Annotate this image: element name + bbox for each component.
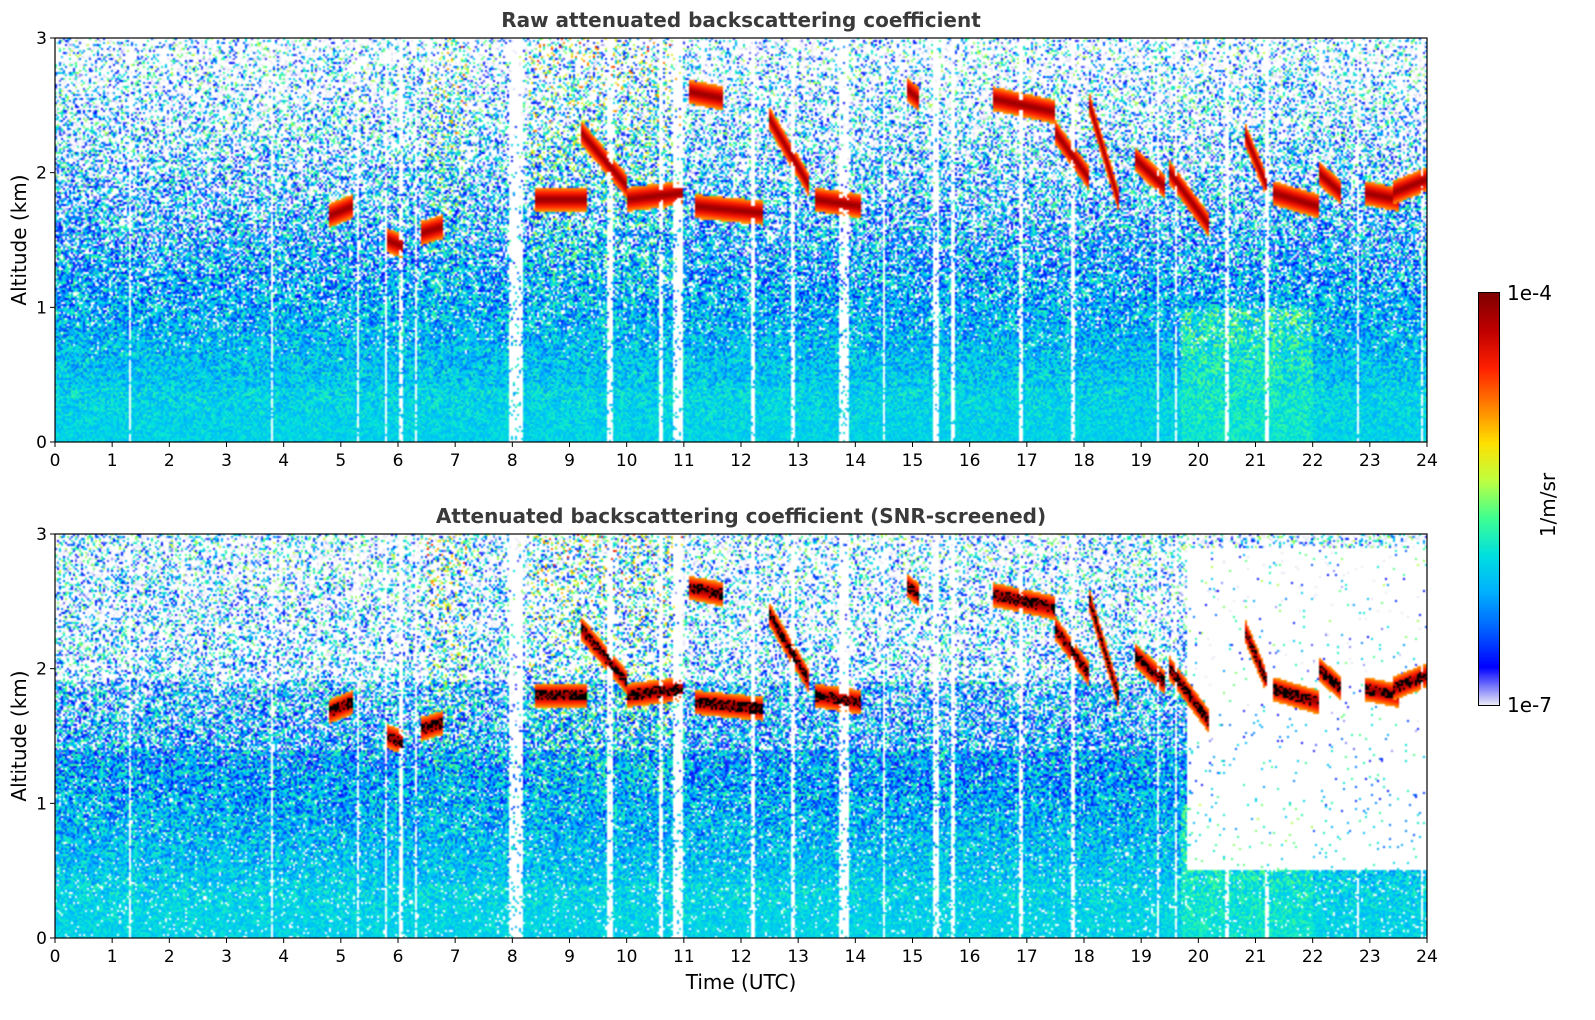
x-tick-label: 3 (221, 947, 232, 967)
y-tick-label: 3 (36, 29, 47, 49)
x-tick-label: 4 (278, 451, 289, 471)
colorbar-max-label: 1e-4 (1507, 281, 1552, 305)
x-tick-label: 9 (564, 947, 575, 967)
x-tick-label: 6 (393, 451, 404, 471)
x-tick-label: 19 (1130, 451, 1152, 471)
x-tick-label: 10 (616, 451, 638, 471)
x-axis-label: Time (UTC) (685, 970, 797, 994)
x-tick-label: 1 (107, 451, 118, 471)
y-tick-label: 1 (36, 794, 47, 814)
x-tick-label: 14 (845, 947, 867, 967)
x-tick-label: 18 (1073, 947, 1095, 967)
x-tick-label: 17 (1016, 451, 1038, 471)
x-tick-label: 1 (107, 947, 118, 967)
chart-title-screened: Attenuated backscattering coefficient (S… (435, 504, 1047, 528)
x-tick-label: 0 (50, 947, 61, 967)
x-tick-label: 24 (1416, 947, 1438, 967)
x-tick-label: 13 (787, 947, 809, 967)
x-tick-label: 4 (278, 947, 289, 967)
x-tick-label: 0 (50, 451, 61, 471)
y-tick-label: 3 (36, 525, 47, 545)
chart-title-raw: Raw attenuated backscattering coefficien… (501, 8, 981, 32)
y-tick-label: 0 (36, 929, 47, 949)
y-tick-label: 2 (36, 660, 47, 680)
x-tick-label: 15 (902, 451, 924, 471)
x-tick-label: 9 (564, 451, 575, 471)
x-tick-label: 2 (164, 947, 175, 967)
x-tick-label: 16 (959, 451, 981, 471)
x-tick-label: 5 (335, 451, 346, 471)
x-tick-label: 13 (787, 451, 809, 471)
x-tick-label: 19 (1130, 947, 1152, 967)
x-tick-label: 16 (959, 947, 981, 967)
colorbar-units-label: 1/m/sr (1536, 472, 1560, 537)
y-tick-label: 0 (36, 433, 47, 453)
x-tick-label: 8 (507, 451, 518, 471)
x-tick-label: 2 (164, 451, 175, 471)
x-tick-label: 8 (507, 947, 518, 967)
x-tick-label: 23 (1359, 451, 1381, 471)
y-axis-label-screened: Altitude (km) (7, 670, 31, 801)
x-tick-label: 7 (450, 451, 461, 471)
x-tick-label: 18 (1073, 451, 1095, 471)
x-tick-label: 23 (1359, 947, 1381, 967)
colorbar-min-label: 1e-7 (1507, 693, 1552, 717)
x-tick-label: 7 (450, 947, 461, 967)
x-tick-label: 5 (335, 947, 346, 967)
y-axis-label-raw: Altitude (km) (7, 174, 31, 305)
plot-frame-raw (54, 37, 1428, 443)
x-tick-label: 22 (1302, 947, 1324, 967)
x-tick-label: 12 (730, 451, 752, 471)
x-tick-label: 20 (1188, 947, 1210, 967)
y-tick-label: 1 (36, 298, 47, 318)
x-tick-label: 24 (1416, 451, 1438, 471)
x-tick-label: 21 (1245, 451, 1267, 471)
colorbar (1478, 292, 1500, 706)
y-tick-label: 2 (36, 164, 47, 184)
heatmap-screened (55, 534, 1427, 938)
x-tick-label: 20 (1188, 451, 1210, 471)
plot-frame-screened (54, 533, 1428, 939)
x-tick-label: 17 (1016, 947, 1038, 967)
x-tick-label: 12 (730, 947, 752, 967)
x-tick-label: 6 (393, 947, 404, 967)
x-tick-label: 10 (616, 947, 638, 967)
x-tick-label: 11 (673, 451, 695, 471)
x-tick-label: 15 (902, 947, 924, 967)
x-tick-label: 21 (1245, 947, 1267, 967)
x-tick-label: 14 (845, 451, 867, 471)
x-tick-label: 3 (221, 451, 232, 471)
x-tick-label: 11 (673, 947, 695, 967)
heatmap-raw (55, 38, 1427, 442)
x-tick-label: 22 (1302, 451, 1324, 471)
